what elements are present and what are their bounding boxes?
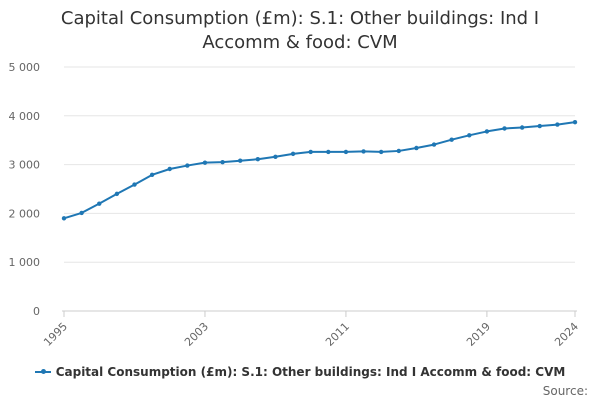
x-tick-label: 1995 — [41, 320, 70, 349]
data-point[interactable] — [202, 160, 208, 165]
data-point[interactable] — [361, 149, 366, 154]
data-point[interactable] — [185, 163, 190, 168]
data-point[interactable] — [343, 149, 349, 155]
x-tick-label: 2024 — [552, 320, 581, 349]
y-tick-label: 5 000 — [9, 61, 41, 74]
data-point[interactable] — [149, 172, 155, 178]
data-point[interactable] — [273, 154, 278, 159]
legend-label: Capital Consumption (£m): S.1: Other bui… — [55, 365, 566, 379]
data-point[interactable] — [572, 119, 578, 125]
data-point[interactable] — [537, 123, 542, 129]
data-point[interactable] — [61, 216, 67, 221]
data-point[interactable] — [555, 122, 560, 127]
legend-line-marker-icon — [34, 368, 51, 374]
data-point[interactable] — [290, 151, 296, 157]
data-point[interactable] — [467, 133, 472, 138]
chart-title-line-2: Accomm & food: CVM — [202, 32, 398, 53]
x-tick-label: 2011 — [323, 320, 352, 349]
y-tick-label: 4 000 — [9, 110, 41, 123]
y-tick-label: 0 — [33, 305, 40, 318]
series-line — [63, 121, 576, 220]
y-tick-label: 2 000 — [9, 207, 41, 220]
data-point[interactable] — [431, 142, 437, 147]
x-tick-label: 2003 — [182, 320, 211, 349]
data-point[interactable] — [97, 201, 102, 206]
data-point[interactable] — [308, 149, 313, 155]
data-point[interactable] — [238, 158, 243, 163]
data-point[interactable] — [79, 210, 84, 216]
chart-title-line-1: Capital Consumption (£m): S.1: Other bui… — [60, 8, 540, 29]
x-tick-label: 2019 — [464, 320, 493, 349]
data-point[interactable] — [255, 157, 261, 162]
data-point[interactable] — [519, 125, 525, 130]
data-point[interactable] — [220, 159, 225, 165]
data-point[interactable] — [484, 129, 490, 134]
y-tick-label: 1 000 — [9, 256, 41, 269]
chart-title: Capital Consumption (£m): S.1: Other bui… — [0, 7, 600, 55]
data-point[interactable] — [114, 191, 120, 197]
y-tick-label: 3 000 — [9, 159, 41, 172]
data-point[interactable] — [449, 137, 454, 142]
data-point[interactable] — [378, 149, 384, 155]
legend[interactable]: Capital Consumption (£m): S.1: Other bui… — [0, 365, 600, 379]
data-point[interactable] — [502, 126, 507, 131]
source-label: Source: — [542, 384, 588, 398]
data-point[interactable] — [132, 182, 137, 187]
data-point[interactable] — [396, 148, 401, 154]
data-point[interactable] — [414, 145, 419, 151]
data-point[interactable] — [326, 149, 331, 155]
data-point[interactable] — [167, 166, 172, 172]
